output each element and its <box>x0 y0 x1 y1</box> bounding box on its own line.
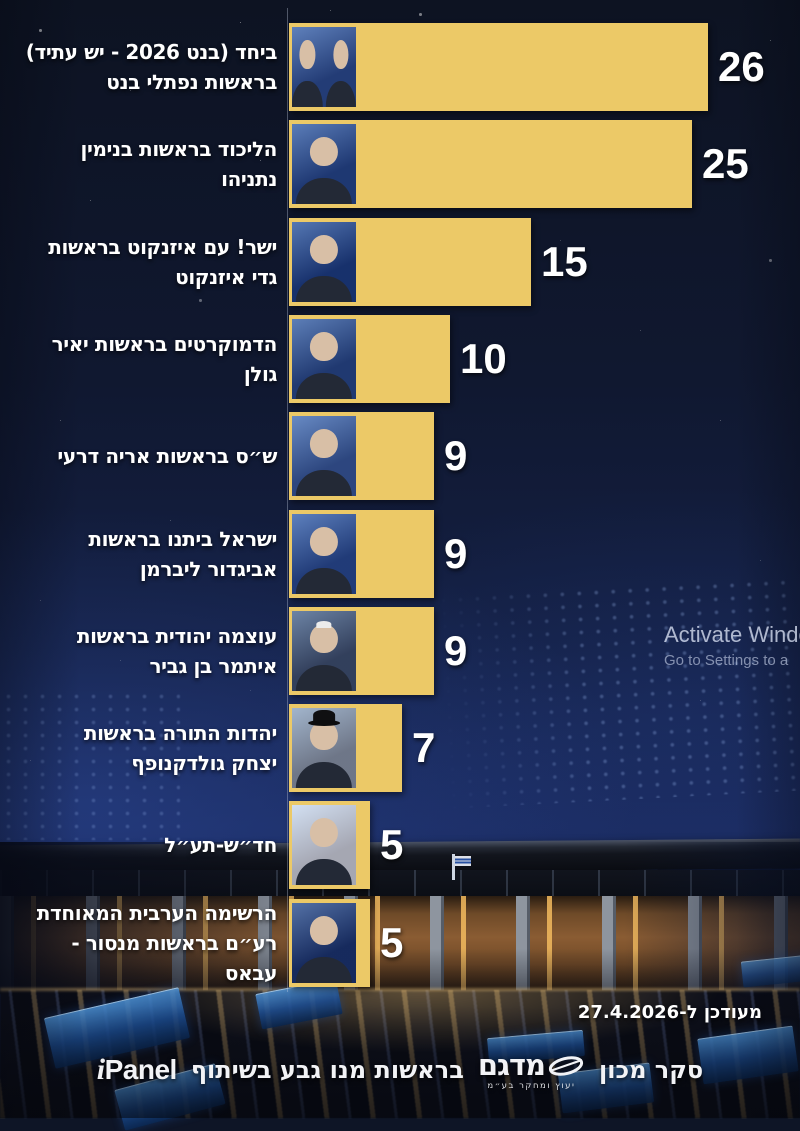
poll-row: עוצמה יהודית בראשות איתמר בן גביר 9 <box>0 607 800 695</box>
leader-photo-mansour-abbas <box>292 903 356 983</box>
leader-photo-itamar-ben-gvir <box>292 611 356 691</box>
leader-photo-ayman-odeh <box>292 805 356 885</box>
party-label: ביחד (בנט 2026 - יש עתיד) בראשות נפתלי בנ… <box>0 23 278 111</box>
activate-windows-watermark: Activate Windows <box>664 622 800 647</box>
seat-bar <box>289 218 531 306</box>
party-label: הרשימה הערבית המאוחדת רע״ם בראשות מנסור -… <box>0 899 278 987</box>
seat-bar <box>289 23 708 111</box>
party-label-line: עבאס <box>224 961 277 985</box>
party-label-line: אביגדור ליברמן <box>139 557 278 581</box>
black-hat-icon <box>308 710 340 727</box>
white-kippah-icon <box>316 621 332 628</box>
party-label-line: איתמר בן גביר <box>149 654 278 678</box>
seat-bar <box>289 510 434 598</box>
leader-photo-gadi-eisenkot <box>292 222 356 302</box>
party-label: עוצמה יהודית בראשות איתמר בן גביר <box>0 607 277 695</box>
seat-count: 25 <box>702 140 749 187</box>
midgam-logo: מדגם יעוץ ומחקר בע״מ <box>478 1051 585 1091</box>
updated-date-label: מעודכן ל-27.4.2026 <box>577 1002 762 1023</box>
party-label-line: הרשימה הערבית המאוחדת <box>36 901 278 925</box>
survey-prefix-text: סקר מכון <box>599 1056 704 1084</box>
poll-row: ישר! עם איזנקוט בראשות גדי איזנקוט 15 <box>0 218 800 306</box>
person-silhouette <box>292 514 356 594</box>
poll-row: ישראל ביתנו בראשות אביגדור ליברמן 9 <box>0 510 800 598</box>
seat-bar <box>289 412 434 500</box>
party-label-line: גולן <box>243 362 278 386</box>
seat-bar <box>289 120 692 208</box>
midgam-swoosh-icon <box>548 1056 584 1076</box>
seat-count: 9 <box>444 627 468 674</box>
seat-count: 5 <box>380 821 404 868</box>
party-label: חד״ש-תע״ל <box>0 801 277 889</box>
party-label-line: נתניהו <box>221 167 277 191</box>
midgam-wordmark: מדגם <box>477 1048 546 1083</box>
party-label: הליכוד בראשות בנימין נתניהו <box>0 120 278 208</box>
poll-row: יהדות התורה בראשות יצחק גולדקנופף 7 <box>0 704 800 792</box>
party-label-line: חד״ש-תע״ל <box>164 833 277 857</box>
party-label-line: רע״ם בראשות מנסור - <box>71 931 277 955</box>
party-label-line: ביחד (בנט 2026 - יש עתיד) <box>25 40 278 64</box>
party-label: ש״ס בראשות אריה דרעי <box>0 412 277 500</box>
leader-photo-benjamin-netanyahu <box>292 124 356 204</box>
seat-count: 26 <box>718 43 765 90</box>
poll-row: הדמוקרטים בראשות יאיר גולן 10 <box>0 315 800 403</box>
seat-bar <box>289 801 370 889</box>
footer-middle-text: בראשות מנו גבע בשיתוף <box>190 1056 464 1084</box>
poll-row: הרשימה הערבית המאוחדת רע״ם בראשות מנסור -… <box>0 899 800 987</box>
party-label-line: גדי איזנקוט <box>175 265 277 289</box>
seat-bar <box>289 607 434 695</box>
party-label-line: הדמוקרטים בראשות יאיר <box>51 332 278 356</box>
seat-bar <box>289 315 450 403</box>
party-label-line: עוצמה יהודית בראשות <box>76 624 277 648</box>
leader-photo-aryeh-deri <box>292 416 356 496</box>
seat-count: 5 <box>380 919 404 966</box>
party-label: ישראל ביתנו בראשות אביגדור ליברמן <box>0 510 277 598</box>
party-label-line: ישר! עם איזנקוט בראשות <box>48 235 277 259</box>
poll-row: ביחד (בנט 2026 - יש עתיד) בראשות נפתלי בנ… <box>0 23 800 111</box>
party-label: ישר! עם איזנקוט בראשות גדי איזנקוט <box>0 218 277 306</box>
seat-count: 10 <box>460 335 507 382</box>
person-silhouette <box>292 903 356 983</box>
party-label: הדמוקרטים בראשות יאיר גולן <box>0 315 278 403</box>
survey-credits-footer: סקר מכון מדגם יעוץ ומחקר בע״מ בראשות מנו… <box>0 1046 800 1094</box>
leader-photo-avigdor-liberman <box>292 514 356 594</box>
poll-row: ש״ס בראשות אריה דרעי 9 <box>0 412 800 500</box>
party-label-line: הליכוד בראשות בנימין <box>80 137 278 161</box>
leader-photo-yair-golan <box>292 319 356 399</box>
party-label: יהדות התורה בראשות יצחק גולדקנופף <box>0 704 278 792</box>
person-silhouette <box>292 222 356 302</box>
person-silhouette <box>292 124 356 204</box>
party-label-line: ישראל ביתנו בראשות <box>88 527 277 551</box>
person-silhouette <box>292 805 356 885</box>
poll-row: חד״ש-תע״ל 5 <box>0 801 800 889</box>
party-label-line: יצחק גולדקנופף <box>131 751 277 775</box>
person-silhouette <box>292 319 356 399</box>
person-silhouette <box>292 416 356 496</box>
ipanel-logo: iPanel <box>96 1053 178 1086</box>
party-label-line: בראשות נפתלי בנט <box>106 70 277 94</box>
party-label-line: ש״ס בראשות אריה דרעי <box>57 444 277 468</box>
seat-bar <box>289 704 402 792</box>
person-silhouette <box>323 27 356 107</box>
activate-windows-settings-hint: Go to Settings to a <box>664 652 789 669</box>
seat-count: 9 <box>444 530 468 577</box>
midgam-subtitle: יעוץ ומחקר בע״מ <box>487 1081 576 1092</box>
person-silhouette <box>292 27 325 107</box>
leader-photo-yair-lapid-naftali-bennett <box>292 27 356 107</box>
leader-photo-yitzhak-goldknopf <box>292 708 356 788</box>
seat-bar <box>289 899 370 987</box>
party-label-line: יהדות התורה בראשות <box>83 721 278 745</box>
seat-count: 7 <box>412 724 436 771</box>
seat-count: 9 <box>444 432 468 479</box>
poll-row: הליכוד בראשות בנימין נתניהו 25 <box>0 120 800 208</box>
seat-count: 15 <box>541 238 588 285</box>
